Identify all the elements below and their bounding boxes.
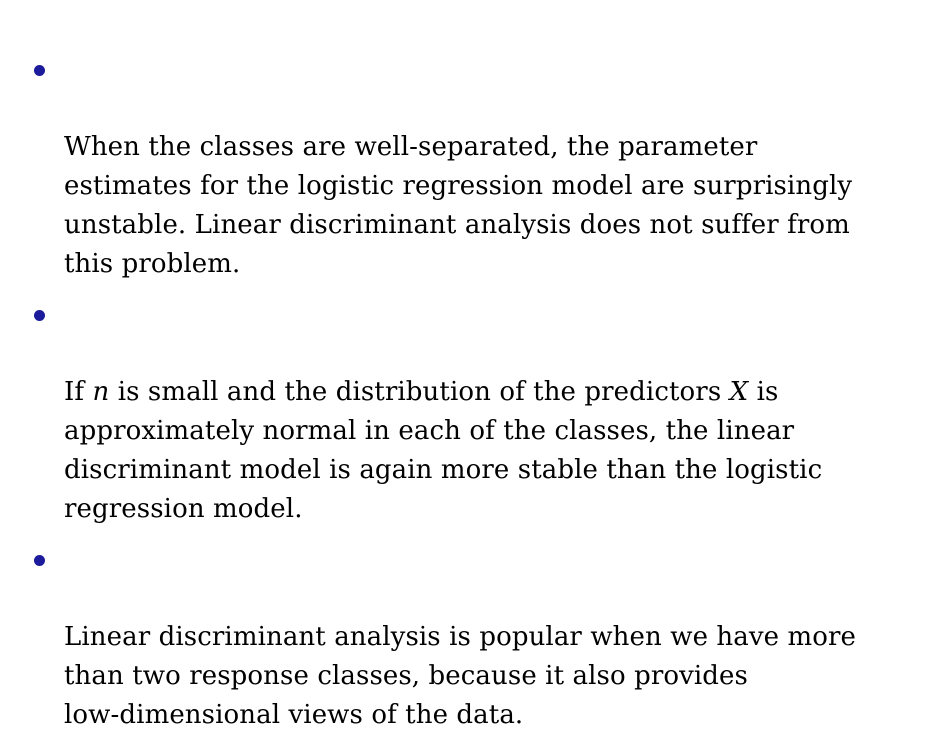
- bullet-dot-icon: [34, 65, 45, 76]
- slide: When the classes are well-separated, the…: [34, 65, 856, 730]
- bullet-text-1: When the classes are well-separated, the…: [64, 132, 853, 279]
- bullet-dot-icon: [34, 310, 45, 321]
- bullet-text-2-post: is approximately normal in each of the c…: [64, 377, 823, 524]
- bullet-text-3: Linear discriminant analysis is popular …: [64, 622, 857, 730]
- bullet-item-2: If n is small and the distribution of th…: [34, 295, 904, 529]
- bullet-list: When the classes are well-separated, the…: [34, 50, 904, 746]
- bullet-text-2-mid: is small and the distribution of the pre…: [109, 377, 730, 407]
- variable-n: n: [92, 377, 110, 407]
- bullet-dot-icon: [34, 555, 45, 566]
- bullet-item-1: When the classes are well-separated, the…: [34, 50, 904, 284]
- bullet-item-3: Linear discriminant analysis is popular …: [34, 540, 904, 735]
- bullet-text-2-pre: If: [64, 377, 93, 407]
- variable-x: X: [729, 377, 749, 407]
